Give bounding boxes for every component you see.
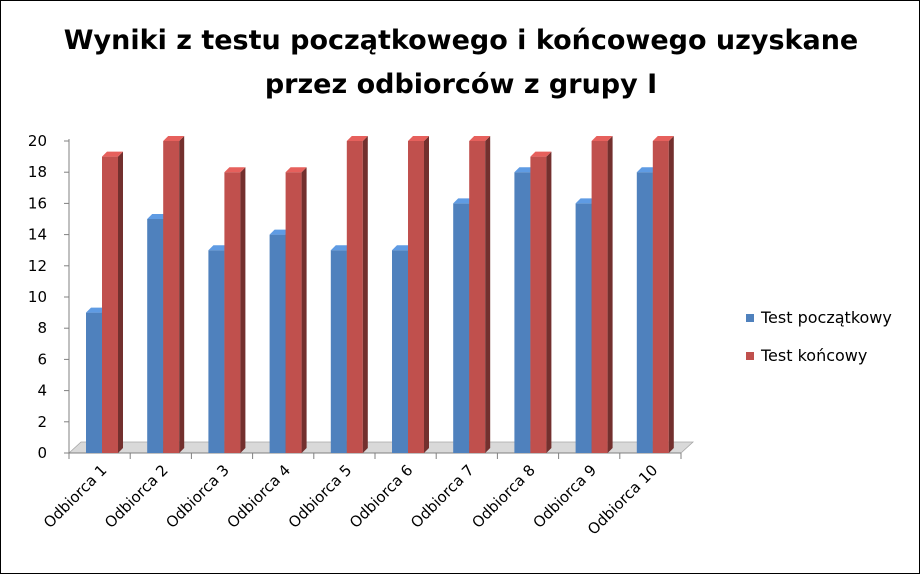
bar-top bbox=[269, 229, 291, 235]
bar-front bbox=[346, 141, 363, 453]
bar bbox=[469, 136, 491, 453]
legend: Test początkowy Test końcowy bbox=[746, 308, 892, 365]
y-tick-label: 8 bbox=[37, 319, 47, 337]
bar-top bbox=[636, 167, 658, 173]
bar-front bbox=[469, 141, 486, 453]
bar-top bbox=[591, 136, 613, 141]
chart-title-line-1: Wyniki z testu początkowego i końcowego … bbox=[64, 25, 859, 56]
bar-front bbox=[147, 219, 164, 453]
bar-front bbox=[269, 234, 286, 453]
legend-label: Test końcowy bbox=[760, 346, 867, 365]
legend-label: Test początkowy bbox=[760, 308, 892, 327]
legend-swatch bbox=[746, 352, 754, 360]
bar-side bbox=[362, 136, 368, 453]
bar-side bbox=[485, 136, 491, 453]
bar-side bbox=[179, 136, 185, 453]
bar-top bbox=[392, 245, 413, 251]
bars bbox=[86, 136, 674, 453]
x-category-label: Odbiorca 1 bbox=[40, 461, 111, 532]
bar-front bbox=[575, 203, 592, 453]
bar-front bbox=[636, 172, 653, 453]
bar bbox=[224, 167, 246, 453]
y-tick-label: 12 bbox=[28, 257, 47, 275]
bar-top bbox=[86, 307, 107, 313]
bar bbox=[163, 136, 185, 453]
bar-side bbox=[607, 136, 613, 453]
y-tick-label: 2 bbox=[37, 413, 47, 431]
bar-front bbox=[285, 172, 302, 453]
x-category-label: Odbiorca 3 bbox=[162, 461, 233, 532]
chart-title-line-2: przez odbiorców z grupy I bbox=[265, 69, 657, 100]
y-tick-label: 20 bbox=[28, 132, 47, 150]
bar-front bbox=[208, 250, 225, 453]
bar-top bbox=[514, 167, 536, 173]
bar-top bbox=[408, 136, 429, 141]
bar bbox=[652, 136, 674, 453]
bar-top bbox=[147, 214, 169, 219]
bar-front bbox=[330, 250, 347, 453]
bar-top bbox=[469, 136, 491, 141]
bar bbox=[408, 136, 429, 453]
x-category-label: Odbiorca 2 bbox=[101, 461, 172, 532]
bar-front bbox=[652, 141, 669, 453]
bar-front bbox=[530, 156, 547, 453]
bar-side bbox=[118, 151, 123, 453]
bar-front bbox=[591, 141, 608, 453]
bar-side bbox=[301, 167, 307, 453]
y-tick-label: 0 bbox=[37, 444, 47, 462]
bar-top bbox=[330, 245, 352, 251]
legend-swatch bbox=[746, 314, 754, 322]
bar-side bbox=[546, 151, 552, 453]
bar-front bbox=[392, 250, 408, 453]
bar-front bbox=[102, 156, 118, 453]
bar bbox=[102, 151, 123, 453]
bar-top bbox=[224, 167, 246, 173]
y-tick-label: 6 bbox=[37, 350, 47, 368]
bar-side bbox=[668, 136, 674, 453]
x-category-label: Odbiorca 4 bbox=[224, 461, 295, 532]
bar-front bbox=[453, 203, 470, 453]
bar bbox=[346, 136, 368, 453]
bar-side bbox=[424, 136, 429, 453]
bar-top bbox=[208, 245, 230, 251]
bar-top bbox=[102, 151, 123, 157]
bar-front bbox=[224, 172, 241, 453]
x-category-label: Odbiorca 6 bbox=[346, 461, 417, 532]
y-tick-label: 14 bbox=[28, 226, 47, 244]
x-category-label: Odbiorca 8 bbox=[468, 461, 539, 532]
bar-front bbox=[514, 172, 531, 453]
bar bbox=[591, 136, 613, 453]
bar-top bbox=[163, 136, 185, 141]
bar-side bbox=[240, 167, 246, 453]
x-category-label: Odbiorca 5 bbox=[285, 461, 356, 532]
bar-front bbox=[163, 141, 180, 453]
y-tick-label: 18 bbox=[28, 163, 47, 181]
bar-top bbox=[652, 136, 674, 141]
bar-front bbox=[86, 312, 102, 453]
bar-top bbox=[346, 136, 368, 141]
x-category-label: Odbiorca 7 bbox=[407, 461, 478, 532]
bar bbox=[530, 151, 552, 453]
y-tick-label: 4 bbox=[37, 382, 47, 400]
bar-top bbox=[453, 198, 475, 204]
bar-top bbox=[530, 151, 552, 157]
bar-top bbox=[285, 167, 307, 173]
bar bbox=[285, 167, 307, 453]
bar-front bbox=[408, 141, 424, 453]
y-tick-label: 10 bbox=[28, 288, 47, 306]
y-tick-label: 16 bbox=[28, 194, 47, 212]
bar-top bbox=[575, 198, 597, 204]
